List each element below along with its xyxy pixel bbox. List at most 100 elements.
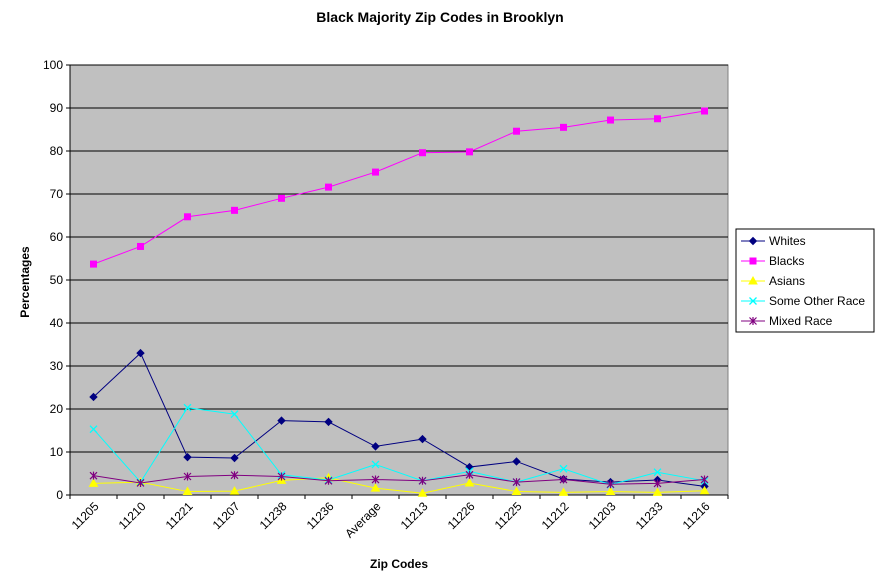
data-point (652, 487, 663, 496)
y-tick-label: 30 (50, 359, 64, 373)
data-point (88, 478, 99, 487)
data-point (324, 476, 333, 485)
data-point (701, 107, 708, 115)
data-point (136, 348, 145, 358)
data-point (89, 425, 98, 434)
legend-label: Blacks (769, 254, 804, 268)
data-point (558, 487, 569, 496)
data-point (559, 475, 568, 484)
data-point (137, 242, 144, 250)
data-point (464, 477, 475, 487)
y-axis-label: Percentages (18, 246, 32, 318)
data-point (277, 416, 286, 425)
data-point (418, 434, 427, 444)
data-point (90, 260, 97, 268)
data-point (183, 452, 192, 462)
x-tick-label: 11205 (69, 499, 102, 532)
y-tick-label: 10 (50, 445, 64, 459)
legend-swatch-marker (748, 236, 758, 246)
y-tick-label: 50 (50, 273, 64, 287)
legend-swatch-marker (749, 257, 757, 265)
x-tick-label: 11238 (257, 499, 290, 532)
data-point (89, 392, 98, 402)
legend-item: Mixed Race (741, 314, 833, 328)
data-point (605, 486, 616, 496)
x-axis-ticks: 11205 11210 11221 11207 11238 11236 Average 112… (69, 494, 729, 541)
data-point (700, 475, 709, 484)
x-tick-label: 11225 (492, 499, 525, 532)
data-point (230, 410, 239, 419)
legend-label: Mixed Race (769, 314, 833, 328)
y-tick-label: 90 (50, 101, 64, 115)
data-point (417, 488, 428, 497)
data-point (466, 148, 473, 156)
legend: Whites Blacks Asians Some Other Race Mixed R… (735, 228, 875, 333)
data-point (136, 478, 145, 487)
data-point (89, 471, 98, 480)
data-point (231, 206, 238, 214)
x-tick-label: 11236 (304, 499, 337, 532)
data-point (699, 485, 710, 495)
x-tick-label: Average (342, 499, 384, 541)
legend-item: Whites (741, 234, 806, 248)
data-point (559, 464, 568, 473)
data-point (183, 403, 192, 412)
data-point (418, 476, 427, 485)
legend-swatch-marker (749, 317, 757, 325)
x-tick-label: 11210 (116, 499, 149, 532)
legend-swatch-marker (748, 275, 758, 285)
data-point (371, 442, 380, 451)
data-point (371, 475, 380, 484)
y-tick-label: 100 (43, 58, 63, 72)
data-point (324, 417, 333, 427)
data-point (230, 471, 239, 480)
legend-label: Asians (769, 274, 805, 288)
legend-swatch-marker (749, 297, 757, 305)
series-blacks (90, 107, 708, 268)
x-tick-label: 11221 (163, 499, 196, 532)
series-group (88, 107, 710, 497)
legend-item: Blacks (741, 254, 804, 268)
y-axis-ticks: 0 10 20 30 40 50 60 70 80 90 100 (43, 58, 71, 502)
x-tick-label: 11216 (680, 499, 713, 532)
data-point (277, 472, 286, 481)
y-tick-label: 80 (50, 144, 64, 158)
y-tick-label: 40 (50, 316, 64, 330)
series-line (93, 477, 705, 494)
series-line (93, 474, 705, 485)
series-line (93, 407, 705, 486)
legend-label: Whites (769, 234, 806, 248)
x-tick-label: 11203 (586, 499, 619, 532)
y-tick-label: 20 (50, 402, 64, 416)
data-point (653, 468, 662, 477)
data-point (230, 453, 239, 463)
data-point (512, 457, 521, 466)
y-tick-label: 60 (50, 230, 64, 244)
x-tick-label: 11233 (633, 499, 666, 532)
data-point (325, 183, 332, 191)
x-tick-label: 11207 (210, 499, 243, 532)
y-tick-label: 70 (50, 187, 64, 201)
data-point (419, 149, 426, 157)
data-point (182, 486, 193, 496)
data-point (372, 168, 379, 176)
data-point (653, 479, 662, 488)
x-axis-label: Zip Codes (370, 557, 428, 571)
series-line (93, 110, 705, 265)
legend-label: Some Other Race (769, 294, 865, 308)
legend-item: Some Other Race (741, 294, 865, 308)
data-point (654, 115, 661, 123)
chart-title: Black Majority Zip Codes in Brooklyn (316, 9, 563, 25)
series-mixed-race (89, 470, 709, 489)
y-tick-label: 0 (56, 488, 63, 502)
data-point (607, 116, 614, 124)
data-point (278, 194, 285, 202)
data-point (511, 486, 522, 496)
data-point (183, 472, 192, 481)
gridlines (70, 64, 728, 453)
legend-item: Asians (741, 274, 805, 288)
data-point (371, 460, 380, 469)
x-tick-label: 11226 (445, 499, 478, 532)
x-tick-label: 11212 (539, 499, 572, 532)
